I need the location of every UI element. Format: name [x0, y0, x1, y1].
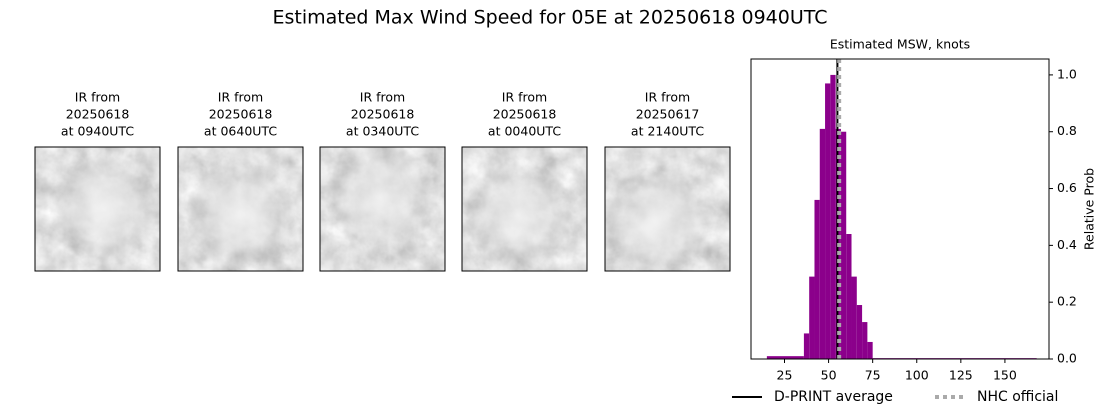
ir-image [461, 146, 588, 272]
image-caption: at 0640UTC [204, 124, 277, 139]
ir-core [185, 160, 296, 271]
bar [856, 305, 863, 359]
x-tick-label: 125 [949, 368, 973, 383]
ir-texture [35, 147, 160, 271]
ir-image [34, 146, 161, 272]
bar [840, 131, 847, 359]
image-caption: IR from [502, 90, 547, 105]
bar [862, 322, 868, 359]
image-caption: IR from [645, 90, 690, 105]
ir-texture [605, 147, 730, 271]
ir-frame [177, 146, 304, 272]
image-caption: at 2140UTC [631, 124, 704, 139]
bar [830, 74, 836, 359]
ir-core [48, 154, 159, 264]
ir-frame [604, 146, 731, 272]
ir-frame [319, 146, 446, 272]
ir-image [177, 146, 304, 272]
image-caption: at 0040UTC [488, 124, 561, 139]
bar [766, 356, 804, 359]
image-caption: 20250618 [209, 107, 273, 122]
x-tick-label: 50 [821, 368, 837, 383]
y-tick-label: 0.4 [1057, 237, 1077, 252]
y-tick-label: 0.2 [1057, 294, 1077, 309]
bar [867, 341, 873, 359]
plot-frame [750, 58, 1050, 360]
y-axis-label: Relative Prob [1082, 168, 1097, 250]
ir-frame [34, 146, 161, 272]
legend-label: NHC official [977, 389, 1058, 405]
y-tick-label: 1.0 [1057, 66, 1077, 81]
image-caption: at 0940UTC [61, 124, 134, 139]
ir-core [325, 147, 435, 252]
ir-core [605, 166, 710, 271]
image-caption: IR from [218, 90, 263, 105]
bar [825, 83, 831, 359]
bar [819, 128, 826, 359]
bar [851, 276, 857, 359]
legend-label: D-PRINT average [774, 389, 893, 405]
image-caption: 20250618 [351, 107, 415, 122]
ir-texture [320, 147, 445, 271]
image-caption: 20250618 [66, 107, 130, 122]
image-caption: IR from [75, 90, 120, 105]
ir-image [604, 146, 731, 272]
x-tick-label: 75 [865, 368, 881, 383]
image-caption: at 0340UTC [346, 124, 419, 139]
ir-core [463, 160, 574, 271]
ir-texture [462, 147, 587, 271]
ir-texture [178, 147, 303, 271]
y-tick-label: 0.6 [1057, 180, 1077, 195]
chart-title: Estimated MSW, knots [830, 37, 970, 52]
x-tick-label: 150 [993, 368, 1017, 383]
image-caption: IR from [360, 90, 405, 105]
x-tick-label: 25 [777, 368, 793, 383]
bar [809, 276, 815, 359]
bar [846, 234, 852, 359]
bar [803, 333, 810, 359]
x-tick-label: 100 [905, 368, 929, 383]
image-caption: 20250617 [636, 107, 700, 122]
ir-frame [461, 146, 588, 272]
image-caption: 20250618 [493, 107, 557, 122]
y-tick-label: 0.0 [1057, 351, 1077, 366]
figure-title: Estimated Max Wind Speed for 05E at 2025… [272, 7, 827, 29]
bar [814, 199, 820, 359]
y-tick-label: 0.8 [1057, 123, 1077, 138]
ir-image [319, 146, 446, 272]
